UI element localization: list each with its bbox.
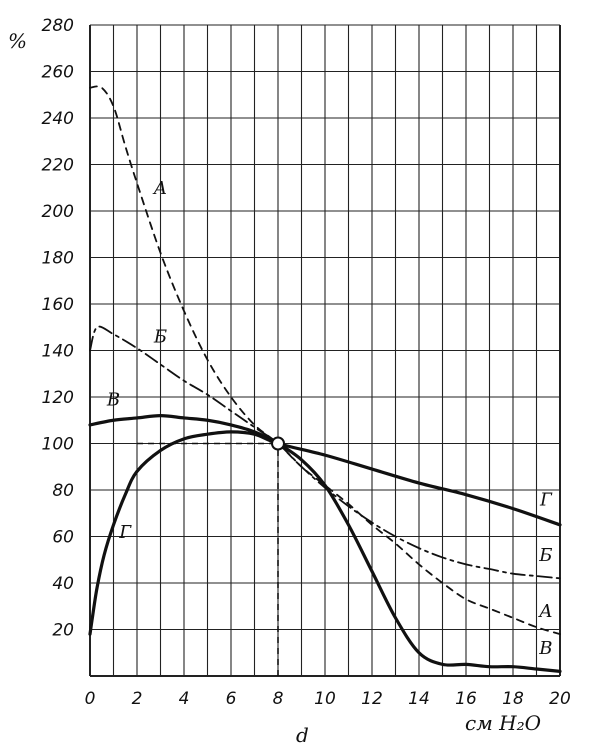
x-tick-label: 4 <box>179 689 190 709</box>
y-tick-label: 20 <box>52 621 74 641</box>
y-tick-label: 280 <box>42 16 74 36</box>
y-tick-label: 120 <box>42 388 74 408</box>
y-tick-label: 60 <box>52 528 74 548</box>
y-tick-label: 200 <box>42 202 74 222</box>
reference-point <box>271 436 285 451</box>
x-tick-label: 6 <box>226 689 237 709</box>
y-tick-label: 140 <box>42 342 74 362</box>
chart-grid <box>89 24 561 677</box>
x-tick-label: 8 <box>273 689 284 709</box>
curve-label: В <box>538 638 552 659</box>
curve-label: Б <box>153 327 167 348</box>
y-tick-label: 160 <box>42 295 74 315</box>
curve-label: А <box>152 178 168 199</box>
series-line-2 <box>89 325 561 580</box>
x-tick-label: 2 <box>132 689 143 709</box>
chart-series <box>88 85 562 673</box>
y-tick-label: 240 <box>42 109 74 129</box>
reference-guide-lines <box>137 442 279 676</box>
series-line-3 <box>88 414 562 673</box>
y-tick-label: 180 <box>42 249 74 269</box>
x-tick-label: 10 <box>314 689 336 709</box>
y-tick-label: 100 <box>42 435 74 455</box>
curve-label: В <box>106 389 120 410</box>
x-tick-label: 0 <box>85 689 96 709</box>
x-axis-label: d <box>296 723 309 747</box>
x-tick-label: 18 <box>502 689 524 709</box>
x-tick-label: 14 <box>408 689 430 709</box>
x-tick-label: 16 <box>455 689 477 709</box>
x-tick-label: 12 <box>361 689 383 709</box>
tick-labels: 0 2 4 6 8 10 12 14 16 18 20 20 40 60 80 100 120 140 160 180… <box>42 16 571 709</box>
x-unit-label: см H₂O <box>465 711 541 735</box>
curve-labels: А А Б Б В В Г Г <box>106 178 553 659</box>
curve-label: Г <box>118 522 132 543</box>
series-line-4 <box>88 430 562 636</box>
y-tick-label: 40 <box>52 574 74 594</box>
curve-label: А <box>537 601 553 622</box>
y-tick-label: 80 <box>52 481 74 501</box>
y-unit-label: % <box>8 29 27 53</box>
y-tick-label: 260 <box>42 63 74 83</box>
y-tick-label: 220 <box>42 156 74 176</box>
curve-label: Б <box>538 545 552 566</box>
curve-label: Г <box>539 489 553 510</box>
x-tick-label: 20 <box>549 689 571 709</box>
